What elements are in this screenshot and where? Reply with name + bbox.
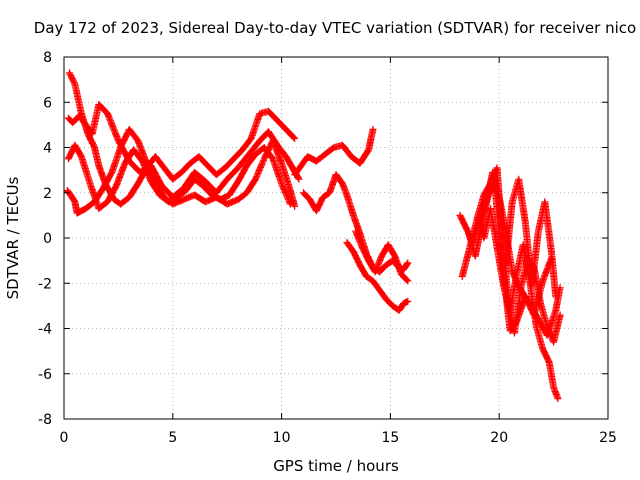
series-track-7 — [343, 239, 412, 314]
series-markers — [63, 125, 299, 217]
x-tick-label: 10 — [273, 430, 291, 446]
chart-title: Day 172 of 2023, Sidereal Day-to-day VTE… — [34, 19, 636, 37]
series-markers — [465, 182, 555, 335]
x-tick-label: 0 — [60, 430, 69, 446]
series-track-5 — [291, 125, 377, 179]
series-markers — [291, 125, 377, 179]
y-axis-label: SDTVAR / TECUs — [4, 176, 22, 299]
series-track-4 — [63, 125, 299, 217]
y-tick-labels: -8 -6 -4 -2 0 2 4 6 8 — [38, 50, 52, 428]
series-markers — [352, 227, 412, 285]
y-tick-label: 8 — [43, 50, 52, 66]
series-markers — [343, 239, 412, 314]
series-track-12 — [502, 175, 560, 301]
series-track-13 — [465, 182, 555, 335]
y-tick-label: 6 — [43, 95, 52, 111]
data-points — [63, 69, 564, 403]
series-markers — [502, 175, 560, 301]
series-track-8 — [352, 227, 412, 285]
y-tick-label: 2 — [43, 186, 52, 202]
x-tick-label: 20 — [490, 430, 508, 446]
x-axis-label: GPS time / hours — [273, 457, 399, 475]
y-tick-label: -6 — [38, 367, 52, 383]
x-tick-labels: 0 5 10 15 20 25 — [60, 430, 617, 446]
axis-ticks — [63, 56, 609, 420]
y-tick-label: 0 — [43, 231, 52, 247]
x-tick-label: 5 — [168, 430, 177, 446]
x-tick-label: 15 — [381, 430, 399, 446]
y-tick-label: 4 — [43, 141, 52, 157]
x-tick-label: 25 — [599, 430, 617, 446]
y-tick-label: -8 — [38, 412, 52, 428]
y-tick-label: -4 — [38, 322, 52, 338]
y-tick-label: -2 — [38, 276, 52, 292]
